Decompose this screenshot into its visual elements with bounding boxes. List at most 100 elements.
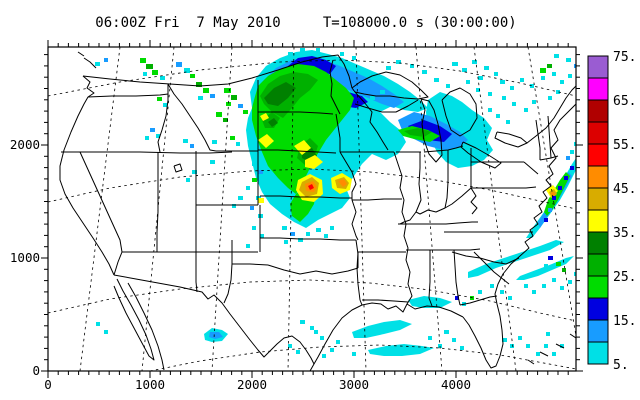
outline-ca-nv bbox=[79, 151, 123, 253]
colorbar-box bbox=[587, 231, 609, 255]
precip-cell bbox=[472, 60, 477, 64]
precip-area-c45 bbox=[551, 192, 555, 196]
precip-cell bbox=[146, 64, 153, 69]
graticule-line bbox=[48, 279, 576, 322]
precip-cell bbox=[510, 86, 514, 90]
precip-cell bbox=[252, 178, 257, 182]
precip-cell bbox=[216, 112, 222, 117]
precip-cell bbox=[160, 76, 165, 80]
outline-il-in bbox=[415, 152, 422, 213]
precip-cell bbox=[532, 100, 536, 104]
outline-canada-border-west bbox=[82, 54, 353, 89]
precip-cell bbox=[336, 340, 340, 344]
precip-cell bbox=[478, 76, 483, 80]
precip-cell bbox=[547, 64, 552, 68]
outline-la-west bbox=[359, 299, 363, 306]
outline-baja-california bbox=[113, 278, 155, 361]
precip-area-c35 bbox=[260, 113, 269, 121]
precip-area-c05 bbox=[368, 344, 434, 356]
precip-cell bbox=[506, 120, 510, 124]
precip-cell bbox=[422, 70, 427, 74]
outline-mi-south bbox=[423, 145, 464, 153]
precip-cell bbox=[238, 196, 243, 200]
precip-cell bbox=[296, 350, 300, 354]
precip-cell bbox=[556, 90, 560, 94]
colorbar-box bbox=[587, 253, 609, 277]
colorbar-label: 45. bbox=[613, 182, 636, 197]
precip-cell bbox=[252, 226, 256, 230]
outline-ny-nj bbox=[523, 161, 539, 175]
precip-cell bbox=[386, 66, 391, 70]
precip-cell bbox=[520, 78, 524, 82]
precip-cell bbox=[566, 156, 570, 160]
outline-ms-al bbox=[428, 250, 433, 307]
precip-cell bbox=[512, 102, 516, 106]
outline-mn-sd-east bbox=[335, 113, 341, 152]
x-tick-label: 3000 bbox=[339, 377, 369, 392]
precip-cell bbox=[452, 62, 458, 66]
precip-cell bbox=[288, 344, 292, 348]
precip-cell bbox=[243, 110, 248, 114]
precip-cell bbox=[452, 338, 456, 342]
outline-ny-vt bbox=[535, 119, 541, 160]
precip-cell bbox=[156, 134, 160, 138]
precip-cell bbox=[552, 196, 556, 200]
colorbar-box bbox=[587, 99, 609, 123]
precip-cell bbox=[324, 234, 328, 238]
precip-cell bbox=[476, 88, 480, 92]
precip-cell bbox=[226, 102, 231, 106]
precip-cell bbox=[190, 144, 194, 148]
precip-cell bbox=[564, 176, 568, 180]
precip-cell bbox=[542, 284, 546, 288]
precip-cell bbox=[104, 330, 108, 334]
colorbar-box bbox=[587, 143, 609, 167]
precip-cell bbox=[290, 232, 295, 236]
precip-cell bbox=[330, 348, 334, 352]
precip-cell bbox=[510, 344, 514, 348]
precip-cell bbox=[236, 142, 240, 146]
precip-cell bbox=[152, 70, 158, 75]
colorbar-box bbox=[587, 165, 609, 189]
map-content bbox=[48, 47, 576, 371]
precip-cell bbox=[568, 280, 572, 284]
precip-area-c25 bbox=[404, 128, 432, 137]
precip-cell bbox=[232, 204, 236, 208]
precip-cell bbox=[150, 128, 155, 132]
precip-cell bbox=[176, 62, 182, 67]
x-tick-label: 0 bbox=[44, 377, 52, 392]
outline-bahamas-3 bbox=[527, 359, 535, 365]
precip-cell bbox=[184, 68, 190, 73]
precip-cell bbox=[352, 352, 356, 356]
precip-cell bbox=[231, 95, 237, 100]
precip-cell bbox=[462, 68, 467, 72]
precip-cell bbox=[163, 103, 167, 107]
colorbar-label: 55. bbox=[613, 138, 636, 153]
precip-cell bbox=[248, 118, 252, 122]
outline-mississippi-river bbox=[393, 151, 413, 305]
precip-cell bbox=[524, 108, 528, 112]
precip-cell bbox=[524, 284, 528, 288]
precip-cell bbox=[380, 90, 385, 94]
precip-cell bbox=[224, 88, 231, 93]
outline-mexico-border bbox=[113, 274, 315, 365]
graticule-line bbox=[79, 47, 121, 371]
precip-area-c35 bbox=[305, 155, 323, 169]
outline-nd-sd bbox=[258, 111, 334, 115]
outline-mt-id bbox=[167, 83, 217, 152]
precip-cell bbox=[466, 80, 470, 84]
precip-cell bbox=[284, 240, 288, 244]
colorbar-box bbox=[587, 121, 609, 145]
precip-cell bbox=[320, 336, 324, 340]
outline-ga-fl bbox=[459, 295, 498, 306]
precip-cell bbox=[438, 344, 442, 348]
map-outlines bbox=[59, 51, 576, 371]
colorbar-box bbox=[587, 77, 609, 101]
precip-cell bbox=[186, 178, 190, 182]
precip-cell bbox=[322, 354, 326, 358]
outline-ia-mo bbox=[352, 198, 402, 201]
precip-cell bbox=[246, 186, 250, 190]
precip-cell bbox=[558, 186, 562, 190]
plot-frame bbox=[47, 46, 577, 372]
precip-area-c30 bbox=[268, 118, 278, 127]
